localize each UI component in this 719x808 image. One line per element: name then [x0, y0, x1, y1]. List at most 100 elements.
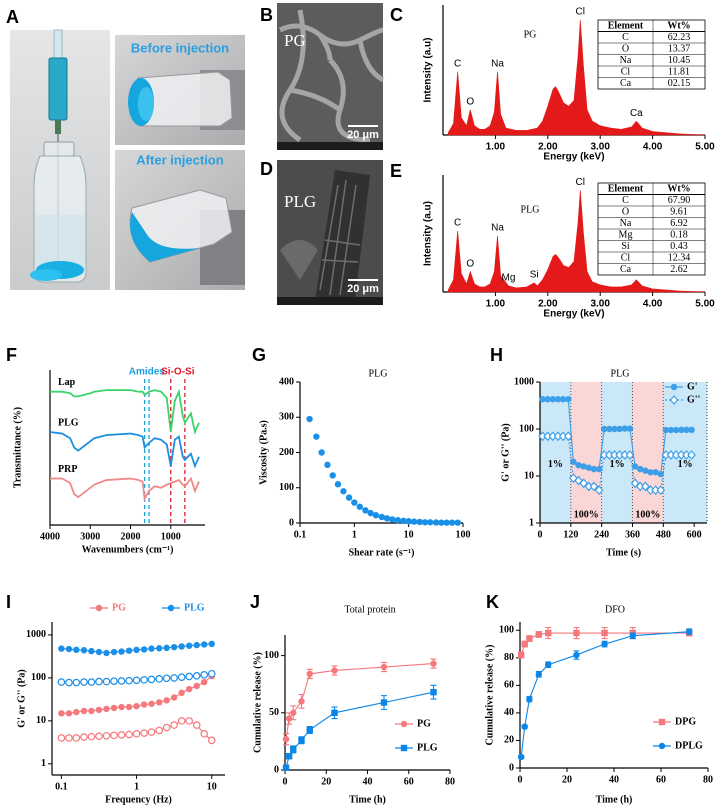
marker	[80, 707, 88, 715]
legend-marker	[669, 395, 679, 405]
marker	[65, 678, 73, 687]
marker	[521, 640, 528, 648]
marker	[117, 677, 126, 685]
peak-label: O	[466, 96, 474, 107]
marker	[378, 513, 385, 521]
marker	[389, 516, 396, 523]
marker	[156, 645, 163, 652]
table-cell: Na	[620, 218, 632, 229]
y-tick-label: 50	[269, 707, 279, 718]
chart: 1.00 2.00 3.00 4.00 5.00 PG Energy (keV) Intens…	[423, 5, 715, 163]
panel-letter: D	[260, 159, 273, 179]
marker	[88, 647, 95, 655]
marker	[585, 464, 593, 471]
marker	[208, 640, 215, 648]
table-cell: 9.61	[670, 207, 688, 218]
marker	[324, 461, 331, 469]
marker	[601, 629, 608, 637]
marker	[421, 519, 429, 526]
marker	[118, 648, 125, 655]
table-cell: 2.62	[670, 264, 688, 275]
marker	[427, 519, 434, 526]
marker	[285, 715, 293, 722]
region-label: 1%	[610, 459, 625, 470]
marker	[298, 737, 305, 744]
marker	[380, 663, 388, 671]
marker	[57, 678, 66, 686]
y-axis-label: G' or G'' (Pa)	[500, 423, 511, 481]
peak-label: Cl	[576, 7, 585, 18]
marker	[125, 676, 133, 685]
marker	[73, 646, 80, 654]
y-tick-label: 200	[279, 447, 294, 458]
chart-title: PLG	[611, 368, 630, 379]
marker	[652, 469, 659, 476]
x-tick-label: 120	[563, 529, 578, 540]
table-cell: Cl	[621, 67, 631, 78]
table-header: Wt%	[667, 184, 690, 195]
spectrum	[447, 190, 706, 293]
marker	[87, 678, 96, 686]
y-tick-label: 40	[504, 707, 514, 718]
marker	[200, 730, 209, 738]
marker	[351, 499, 358, 506]
table-cell: 0.18	[670, 230, 688, 241]
marker	[192, 721, 201, 729]
legend-label: G'	[687, 381, 698, 392]
marker	[170, 643, 178, 651]
marker	[367, 509, 374, 517]
marker	[80, 647, 88, 654]
marker	[394, 516, 401, 524]
y-tick-label: 1000	[514, 376, 534, 387]
region-label: 1%	[678, 459, 693, 470]
x-tick-label: 60	[404, 776, 414, 787]
x-tick-label: 0	[283, 776, 288, 787]
x-axis-label: Shear rate (s⁻¹)	[349, 547, 415, 558]
legend-label: PLG	[184, 602, 205, 613]
x-tick-label: 0.1	[294, 529, 307, 540]
chart: 1.00 2.00 3.00 4.00 5.00 PLG Energy (keV) Inten…	[423, 175, 715, 320]
marker	[140, 676, 148, 684]
marker	[170, 721, 178, 729]
x-tick-label: 40	[609, 774, 619, 785]
marker	[642, 467, 649, 474]
x-tick-label: 360	[625, 529, 640, 540]
marker	[80, 733, 88, 741]
marker	[87, 732, 96, 741]
marker	[329, 472, 336, 479]
chart-title: PLG	[369, 368, 388, 379]
annotation: Si-O-Si	[161, 367, 195, 378]
chart: 0 20 40 60 80 0 50 100 Total protein Time (h) Cumu…	[252, 604, 455, 805]
x-tick-label: 1.00	[486, 299, 506, 310]
marker	[594, 485, 604, 496]
marker	[306, 415, 313, 423]
marker	[65, 734, 73, 742]
x-tick-label: 3000	[80, 531, 100, 542]
marker	[573, 651, 580, 659]
marker	[185, 717, 193, 725]
peak-label: Si	[530, 269, 539, 280]
legend-label: DPLG	[675, 740, 703, 751]
y-tick-label: 10	[36, 715, 46, 726]
x-tick-label: 4.00	[643, 299, 663, 310]
chart: 1% 100% 1% 100% 1% 0 120 240 360 480 600 1 10 100 1000…	[500, 368, 708, 558]
marker	[589, 481, 599, 492]
x-tick-label: 10	[207, 781, 217, 792]
photo-syringe	[10, 29, 110, 290]
y-tick-label: 10	[524, 470, 534, 481]
marker	[103, 705, 110, 713]
marker	[185, 642, 193, 649]
marker	[526, 635, 533, 642]
chart-title: Total protein	[344, 604, 395, 615]
marker	[545, 629, 552, 637]
marker	[207, 736, 216, 745]
marker	[331, 709, 338, 716]
table-cell: C	[622, 32, 629, 43]
x-tick-label: 80	[445, 776, 455, 787]
x-axis-label: Wavenumbers (cm⁻¹)	[82, 544, 174, 555]
marker	[410, 518, 418, 525]
table-cell: 11.81	[668, 67, 690, 78]
panel-letter: A	[6, 7, 19, 27]
marker	[162, 723, 171, 732]
marker	[595, 465, 603, 473]
